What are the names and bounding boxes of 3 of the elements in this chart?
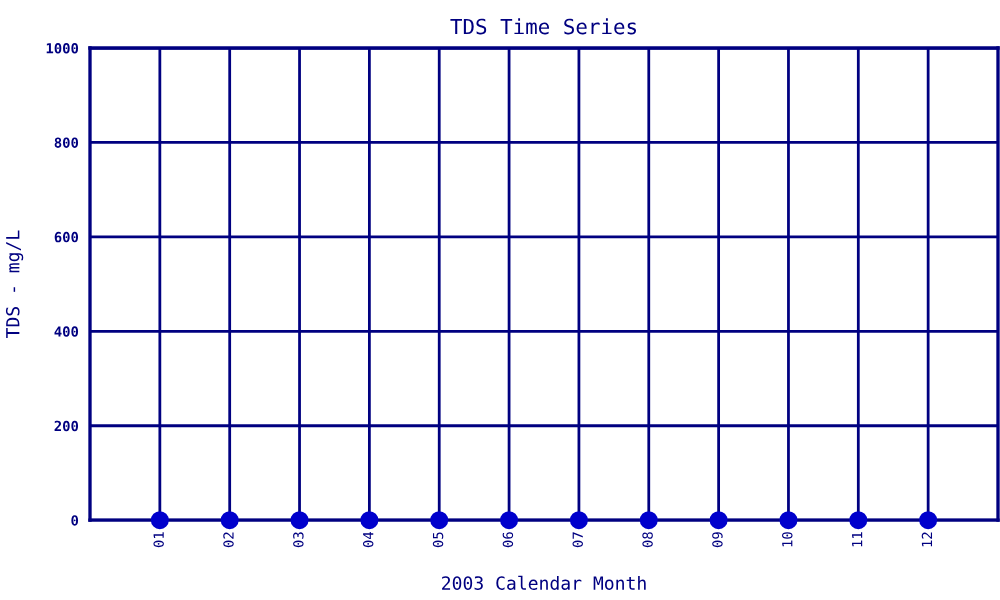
x-axis-title: 2003 Calendar Month [442,575,646,590]
y-axis-title: TDS - mg/L [5,230,24,339]
chart-title: TDS Time Series [450,18,637,35]
